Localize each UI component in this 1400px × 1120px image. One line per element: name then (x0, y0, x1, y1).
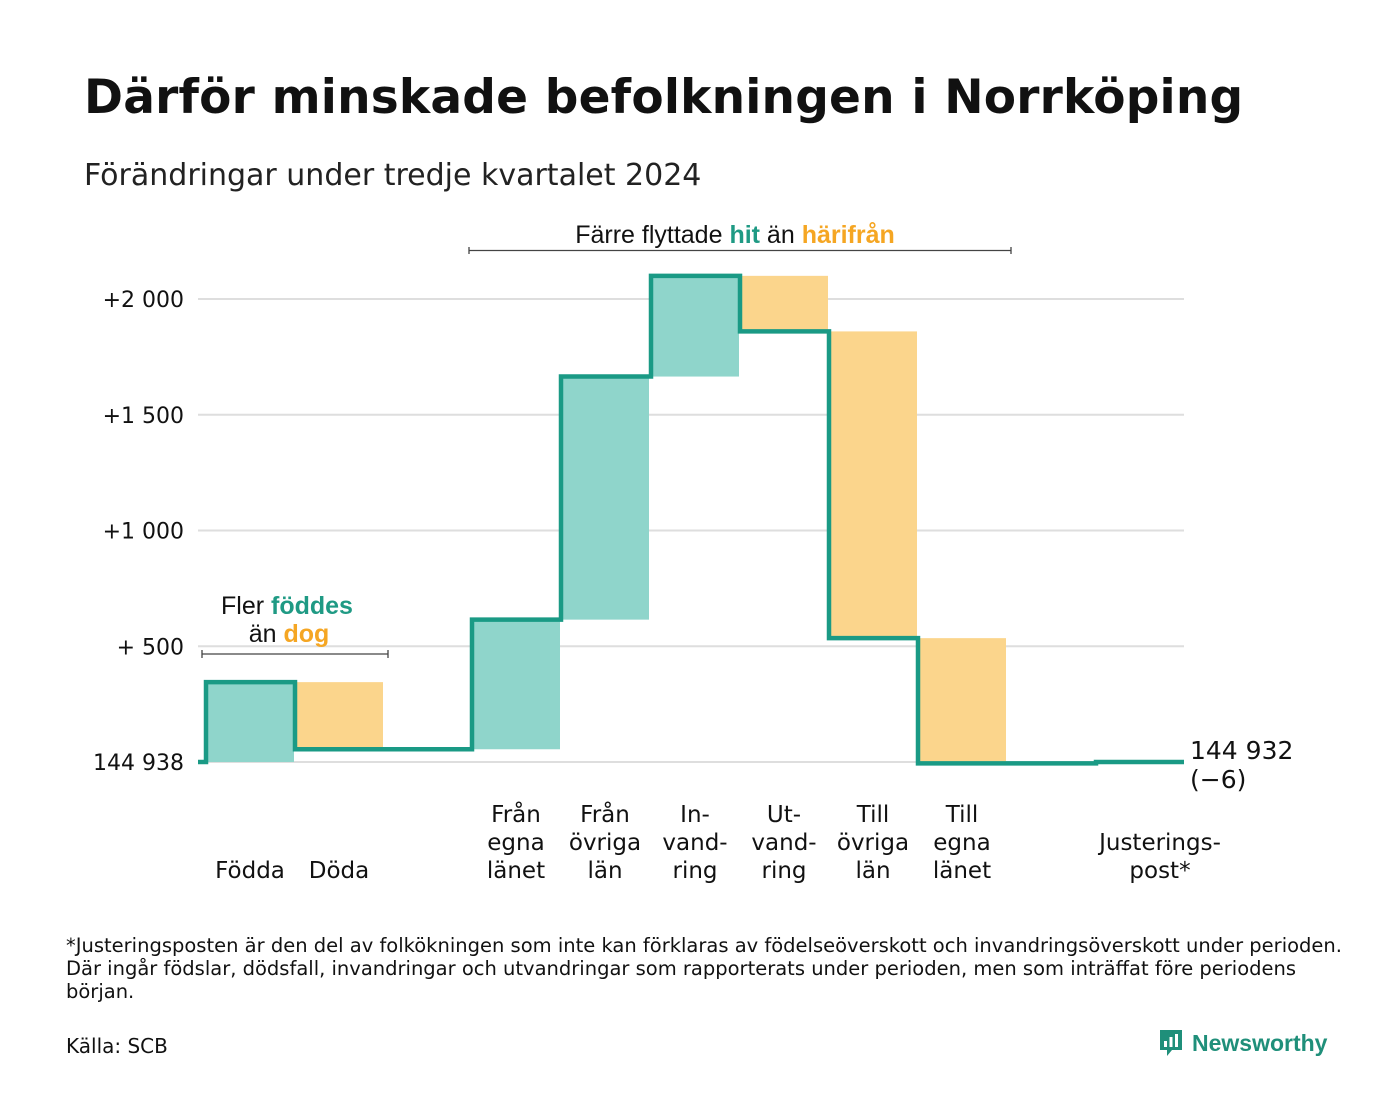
category-label: Från (491, 800, 541, 828)
waterfall-chart: 144 938 + 500 +1 000 +1 500 +2 000 Födda Döda… (93, 221, 1293, 884)
category-label: län (587, 858, 622, 884)
migration-annotation-text: Färre flyttade hit än härifrån (575, 221, 895, 249)
migration-annotation-bracket (468, 247, 1012, 254)
running-total-path (198, 273, 1184, 766)
newsworthy-logo-icon (1160, 1030, 1182, 1056)
category-label: vand- (662, 830, 727, 856)
bar-decrease (740, 275, 828, 332)
category-label: vand- (751, 830, 816, 856)
migration-annotation: Färre flyttade hit än härifrån (468, 221, 1012, 254)
category-label: In- (680, 802, 710, 828)
bar-increase (561, 376, 649, 620)
category-label: län (855, 858, 890, 884)
category-label: post* (1129, 858, 1190, 884)
newsworthy-logo: Newsworthy (1158, 1028, 1327, 1058)
y-axis-tick-labels: 144 938 + 500 +1 000 +1 500 +2 000 (93, 288, 184, 776)
category-label: egna (933, 830, 990, 856)
bar-decrease (829, 331, 917, 639)
category-label: Till (945, 802, 979, 828)
category-label: länet (933, 858, 991, 884)
category-label: ring (761, 858, 806, 884)
category-labels: Födda DödaFrånegnalänetFrånövrigalänIn-va… (215, 800, 1221, 884)
category-label: ring (672, 858, 717, 884)
category-label: egna (487, 830, 544, 856)
category-label: Från (580, 800, 630, 828)
y-tick-label: +1 000 (103, 520, 184, 545)
bar-decrease (918, 638, 1006, 764)
category-label: övriga (837, 830, 909, 856)
newsworthy-logo-text: Newsworthy (1192, 1029, 1328, 1056)
bar-decrease (295, 682, 383, 750)
end-value-label: 144 932 (−6) (1190, 736, 1293, 794)
running-total-line (198, 273, 1184, 766)
page-subtitle: Förändringar under tredje kvartalet 2024 (84, 158, 702, 193)
births-annotation-bracket (201, 650, 389, 658)
births-annotation-line2: än dog (249, 620, 330, 648)
y-tick-label: + 500 (117, 635, 184, 660)
category-label: Födda (215, 858, 285, 884)
category-label: Ut- (767, 802, 801, 828)
grid-lines (198, 298, 1184, 763)
category-label: Döda (309, 858, 369, 884)
footnote: *Justeringsposten är den del av folkökni… (66, 934, 1342, 1003)
end-value-change: (−6) (1190, 765, 1246, 794)
births-annotation: Fler föddes än dog (201, 592, 389, 658)
births-annotation-line1: Fler föddes (221, 592, 353, 620)
source-credit: Källa: SCB (66, 1034, 168, 1058)
page-title: Därför minskade befolkningen i Norrköpin… (84, 70, 1244, 125)
bar-increase (651, 275, 739, 377)
end-value-total: 144 932 (1190, 736, 1293, 765)
bar-increase (472, 619, 560, 750)
y-tick-label: +2 000 (103, 288, 184, 313)
y-tick-label: 144 938 (93, 751, 184, 776)
category-label: länet (487, 858, 545, 884)
category-label: Till (856, 802, 890, 828)
waterfall-bars (206, 275, 1184, 764)
bar-increase (206, 682, 294, 762)
category-label: övriga (569, 830, 641, 856)
category-label: Justerings- (1097, 830, 1221, 856)
y-tick-label: +1 500 (103, 404, 184, 429)
